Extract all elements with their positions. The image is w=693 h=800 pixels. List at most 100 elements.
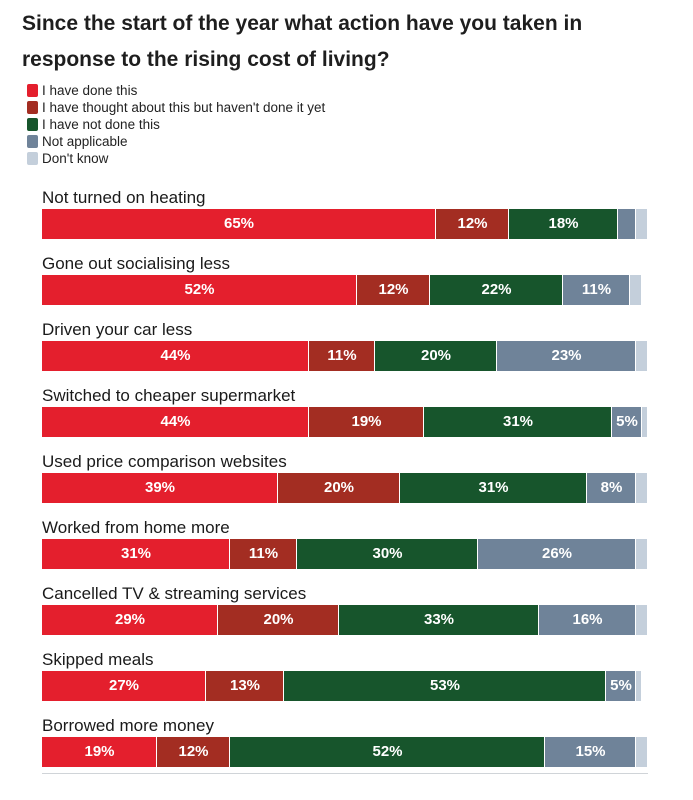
data-label: 52%: [372, 743, 403, 760]
data-label: 12%: [457, 215, 488, 232]
bar-segment: [339, 605, 539, 635]
bar-segment: [563, 275, 630, 305]
data-label: 53%: [429, 677, 461, 694]
data-label: 5%: [616, 413, 638, 430]
data-label: 11%: [327, 347, 357, 364]
category-label-worked-from-home-more: Worked from home more: [42, 518, 230, 537]
category-label-not-turned-on-heating: Not turned on heating: [42, 188, 206, 207]
bar-segment: [230, 737, 545, 767]
bar-segment: [206, 671, 284, 701]
data-label: 5%: [610, 677, 632, 694]
data-label: 44%: [160, 413, 191, 430]
data-label: 52%: [184, 281, 215, 298]
bar-segment: [478, 539, 636, 569]
legend-label: I have thought about this but haven't do…: [42, 100, 326, 115]
data-label: 11%: [581, 281, 612, 298]
bar-segment: [618, 209, 636, 239]
data-label: 15%: [575, 743, 606, 760]
legend-label: I have done this: [42, 83, 138, 98]
category-label-driven-your-car-less: Driven your car less: [42, 320, 193, 339]
bar-segment: [636, 539, 648, 569]
data-label: 26%: [541, 545, 573, 562]
bar-segment: [42, 605, 218, 635]
data-label: 31%: [502, 413, 534, 430]
bar-segment: [218, 605, 339, 635]
category-label-borrowed-more-money: Borrowed more money: [42, 716, 214, 735]
category-label-gone-out-socialising-less: Gone out socialising less: [42, 254, 231, 273]
legend-item-thought: I have thought about this but haven't do…: [27, 99, 325, 116]
data-label: 11%: [248, 545, 279, 562]
bar-segment: [636, 605, 648, 635]
legend-swatch: [27, 118, 38, 131]
legend-item-not-applicable: Not applicable: [27, 133, 325, 150]
data-label: 12%: [378, 281, 409, 298]
bar-segment: [509, 209, 618, 239]
bar-segment: [297, 539, 478, 569]
legend-label: I have not done this: [42, 117, 160, 132]
bar-segment: [636, 209, 648, 239]
bar-segment: [42, 407, 309, 437]
bar-segment: [436, 209, 509, 239]
legend-swatch: [27, 84, 38, 97]
data-label: 65%: [223, 215, 255, 232]
bar-segment: [42, 671, 206, 701]
bar-segment: [636, 473, 648, 503]
data-label: 33%: [423, 611, 455, 628]
legend-item-not-done: I have not done this: [27, 116, 325, 133]
data-label: 22%: [481, 281, 512, 298]
data-label: 19%: [351, 413, 382, 430]
category-label-skipped-meals: Skipped meals: [42, 650, 154, 669]
data-label: 44%: [160, 347, 191, 364]
bar-segment: [309, 341, 375, 371]
bar-segment: [539, 605, 636, 635]
data-label: 16%: [572, 611, 603, 628]
bar-segment: [42, 473, 278, 503]
data-label: 27%: [108, 677, 140, 694]
bar-segment: [157, 737, 230, 767]
category-label-cancelled-tv-streaming-services: Cancelled TV & streaming services: [42, 584, 307, 603]
data-label: 18%: [548, 215, 579, 232]
data-label: 29%: [114, 611, 146, 628]
data-label: 23%: [551, 347, 582, 364]
data-label: 31%: [478, 479, 509, 496]
bar-segment: [636, 737, 648, 767]
data-label: 13%: [229, 677, 261, 694]
bar-segment: [284, 671, 606, 701]
data-label: 8%: [600, 479, 623, 496]
bar-segment: [42, 539, 230, 569]
legend-swatch: [27, 101, 38, 114]
bar-segment: [42, 275, 357, 305]
bar-segment: [606, 671, 636, 701]
category-label-switched-to-cheaper-supermarket: Switched to cheaper supermarket: [42, 386, 296, 405]
bar-segment: [42, 341, 309, 371]
bar-segment: [278, 473, 400, 503]
data-label: 30%: [372, 545, 403, 562]
bar-segment: [42, 737, 157, 767]
legend-swatch: [27, 135, 38, 148]
data-label: 12%: [178, 743, 209, 760]
bar-segment: [642, 407, 648, 437]
legend-swatch: [27, 152, 38, 165]
bar-segment: [42, 209, 436, 239]
bar-segment: [636, 671, 642, 701]
bar-segment: [612, 407, 642, 437]
bar-segment: [375, 341, 497, 371]
legend-item-done: I have done this: [27, 82, 325, 99]
data-label: 39%: [144, 479, 176, 496]
bar-segment: [587, 473, 636, 503]
legend-label: Don't know: [42, 151, 109, 166]
bar-segment: [309, 407, 424, 437]
category-label-used-price-comparison-websites: Used price comparison websites: [42, 452, 287, 471]
bar-segment: [230, 539, 297, 569]
bar-segment: [400, 473, 587, 503]
data-label: 20%: [420, 347, 452, 364]
bar-segment: [636, 341, 648, 371]
data-label: 19%: [84, 743, 115, 760]
data-label: 20%: [263, 611, 294, 628]
data-label: 31%: [120, 545, 152, 562]
chart-title: Since the start of the year what action …: [22, 12, 583, 71]
bar-segment: [630, 275, 642, 305]
bar-segment: [357, 275, 430, 305]
chart-baseline: [42, 773, 648, 774]
